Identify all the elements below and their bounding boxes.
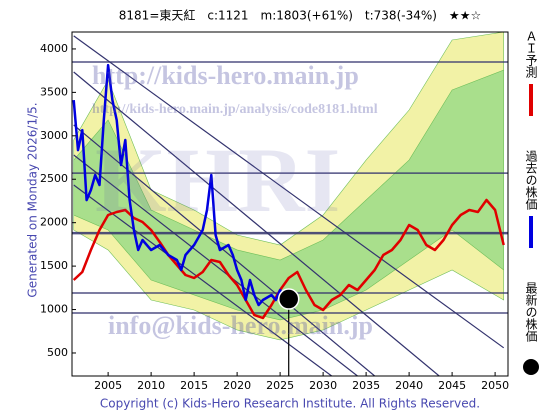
legend-swatch bbox=[523, 359, 539, 375]
x-tick-label: 2040 bbox=[395, 379, 423, 392]
chart-title: 8181=東天紅 c:1121 m:1803(+61%) t:738(-34%)… bbox=[119, 9, 481, 23]
y-tick-label: 3000 bbox=[40, 129, 68, 142]
x-tick-label: 2035 bbox=[352, 379, 380, 392]
x-tick-label: 2050 bbox=[481, 379, 509, 392]
y-tick-label: 4000 bbox=[40, 42, 68, 55]
watermark: KHRI bbox=[95, 129, 340, 231]
trend-line bbox=[73, 154, 358, 376]
y-tick-label: 3500 bbox=[40, 85, 68, 98]
trend-line bbox=[73, 35, 505, 349]
x-tick-label: 2030 bbox=[309, 379, 337, 392]
x-tick-label: 2020 bbox=[223, 379, 251, 392]
x-tick-label: 2045 bbox=[438, 379, 466, 392]
y-tick-label: 1500 bbox=[40, 259, 68, 272]
y-tick-label: 2500 bbox=[40, 172, 68, 185]
trend-line bbox=[73, 71, 440, 376]
forecast-band bbox=[73, 69, 504, 321]
plot-area bbox=[72, 32, 508, 376]
series-line bbox=[72, 198, 505, 320]
x-tick-label: 2010 bbox=[137, 379, 165, 392]
legend-label: ＡＩ予測 bbox=[524, 30, 538, 79]
plot-frame bbox=[71, 31, 509, 377]
y-tick-label: 2000 bbox=[40, 216, 68, 229]
latest-marker bbox=[277, 288, 300, 310]
x-tick-label: 2025 bbox=[266, 379, 294, 392]
x-tick-label: 2015 bbox=[180, 379, 208, 392]
y-tick-label: 500 bbox=[47, 346, 68, 359]
series-line bbox=[72, 63, 289, 307]
legend-label: 過去の株価 bbox=[524, 150, 538, 210]
trend-line bbox=[73, 124, 376, 376]
watermark: http://kids-hero.main.jp/analysis/code81… bbox=[92, 102, 378, 117]
side-label: Generated on Monday 2026/1/5. bbox=[26, 102, 40, 297]
x-tick-label: 2005 bbox=[94, 379, 122, 392]
y-tick-label: 1000 bbox=[40, 303, 68, 316]
watermarks: http://kids-hero.main.jp http://kids-hero… bbox=[92, 61, 378, 340]
legend-label: 最新の株価 bbox=[524, 282, 538, 342]
footer: Copyright (c) Kids-Hero Research Institu… bbox=[100, 397, 480, 411]
watermark: info@kids-hero.main.jp bbox=[108, 311, 373, 340]
watermark: http://kids-hero.main.jp bbox=[92, 61, 359, 90]
